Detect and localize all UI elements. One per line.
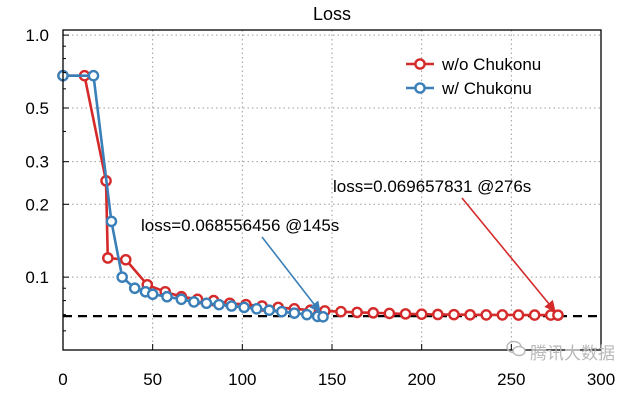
chart-title: Loss xyxy=(313,4,351,24)
data-point xyxy=(225,300,238,312)
annotation-red-arrow xyxy=(461,197,556,313)
data-point xyxy=(528,309,541,321)
data-point xyxy=(119,253,132,266)
data-point xyxy=(213,298,225,311)
data-point xyxy=(480,309,493,321)
data-point xyxy=(552,309,564,321)
data-point xyxy=(238,301,250,314)
data-point xyxy=(415,308,428,320)
annotation-blue-arrow xyxy=(261,236,321,313)
y-tick-label: 0.1 xyxy=(25,268,49,287)
data-point xyxy=(496,309,509,321)
x-tick-label: 0 xyxy=(58,370,67,389)
y-tick-label: 0.5 xyxy=(25,99,49,118)
y-tick-label: 0.3 xyxy=(25,153,49,172)
data-point xyxy=(87,69,100,82)
data-point xyxy=(188,296,200,308)
data-point xyxy=(146,288,159,301)
data-point xyxy=(317,311,329,323)
x-tick-label: 100 xyxy=(228,370,256,389)
data-point xyxy=(102,252,114,264)
wechat-logo-icon xyxy=(506,340,526,363)
data-point xyxy=(288,307,301,319)
series-line-with-chukonu xyxy=(63,74,324,319)
data-point xyxy=(301,308,313,321)
data-point xyxy=(116,271,128,283)
data-point xyxy=(161,290,173,303)
data-point xyxy=(464,308,476,321)
watermark: 腾讯大数据 xyxy=(506,339,615,364)
series-group xyxy=(57,69,564,323)
annotations-group: loss=0.069657831 @276s loss=0.068556456 @… xyxy=(141,177,556,313)
annotation-blue-label: loss=0.068556456 @145s xyxy=(141,216,339,235)
watermark-text: 腾讯大数据 xyxy=(530,344,615,363)
data-point xyxy=(399,308,412,320)
x-tick-label: 250 xyxy=(497,370,525,389)
legend-label: w/o Chukonu xyxy=(441,55,541,74)
x-tick-label: 200 xyxy=(407,370,435,389)
axis-ticks: 0 50 100 150 200 250 300 1.0 0.5 0.3 0.2 0.1 xyxy=(25,26,615,389)
data-point xyxy=(351,306,363,319)
data-point xyxy=(432,308,444,321)
data-point xyxy=(175,293,188,306)
data-point xyxy=(105,215,118,228)
legend: w/o Chukonu w/ Chukonu xyxy=(406,55,541,98)
data-point xyxy=(250,302,263,315)
data-point xyxy=(263,304,276,317)
data-point xyxy=(367,307,380,319)
data-point xyxy=(512,309,525,321)
x-tick-label: 150 xyxy=(318,370,346,389)
data-point xyxy=(335,305,347,318)
legend-marker xyxy=(414,58,426,70)
x-tick-label: 50 xyxy=(143,370,162,389)
legend-label: w/ Chukonu xyxy=(441,79,532,98)
y-tick-label: 0.2 xyxy=(25,195,49,214)
data-point xyxy=(128,282,141,295)
data-point xyxy=(275,305,288,318)
x-tick-label: 300 xyxy=(587,370,615,389)
data-point xyxy=(383,307,396,320)
legend-marker xyxy=(414,82,426,94)
data-point xyxy=(200,297,213,310)
y-tick-label: 1.0 xyxy=(25,26,49,45)
annotation-red-label: loss=0.069657831 @276s xyxy=(333,177,531,196)
data-point xyxy=(448,308,460,321)
